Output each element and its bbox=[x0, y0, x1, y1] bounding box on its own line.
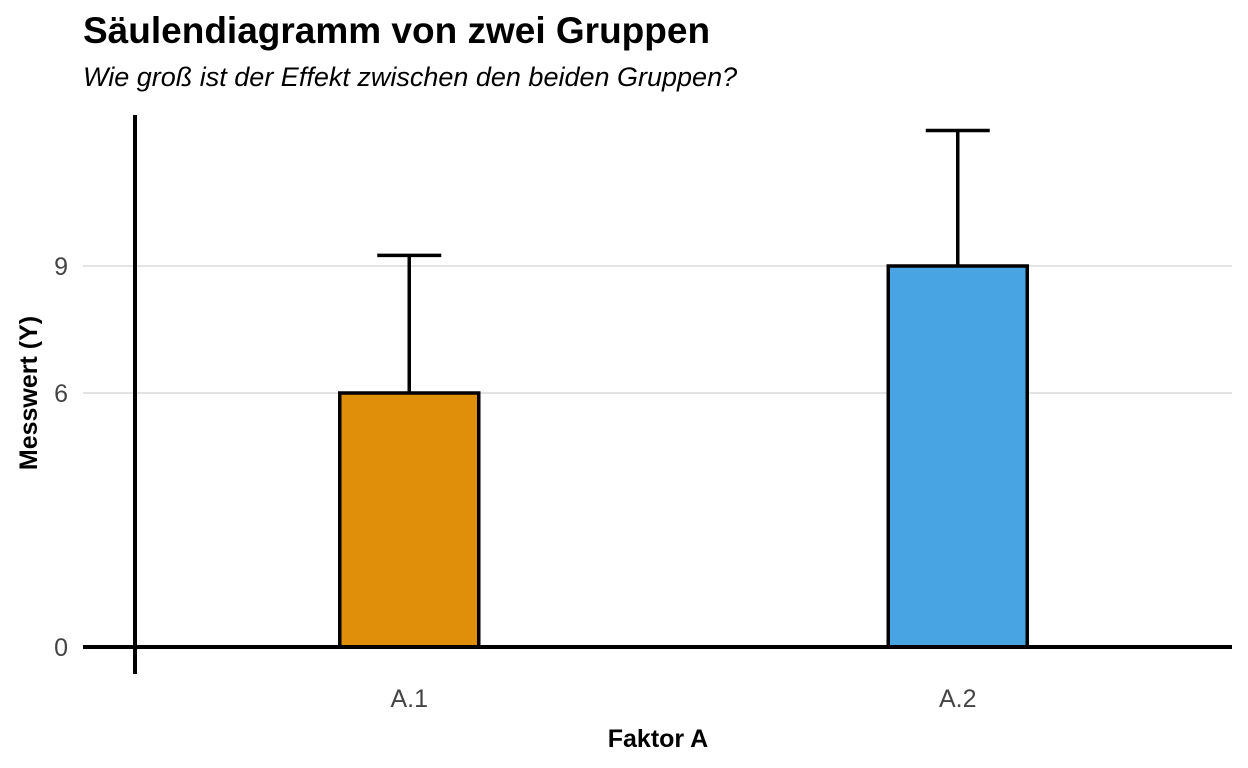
y-tick-label: 6 bbox=[54, 380, 68, 408]
bar bbox=[338, 391, 481, 649]
error-bars bbox=[377, 128, 990, 393]
y-tick-label: 9 bbox=[54, 253, 68, 281]
axes bbox=[83, 115, 1232, 674]
y-axis-title: Messwert (Y) bbox=[15, 316, 43, 470]
chart-subtitle: Wie groß ist der Effekt zwischen den bei… bbox=[83, 62, 738, 92]
grid-lines bbox=[83, 265, 1232, 394]
bar bbox=[886, 264, 1029, 649]
bars bbox=[338, 264, 1029, 649]
x-axis-title: Faktor A bbox=[608, 725, 708, 753]
y-tick-label: 0 bbox=[54, 634, 68, 662]
tick-labels: A.1 A.2 0 6 9 bbox=[54, 253, 976, 713]
chart-title: Säulendiagramm von zwei Gruppen bbox=[83, 10, 711, 51]
x-tick-label: A.1 bbox=[390, 685, 428, 713]
x-tick-label: A.2 bbox=[939, 685, 977, 713]
